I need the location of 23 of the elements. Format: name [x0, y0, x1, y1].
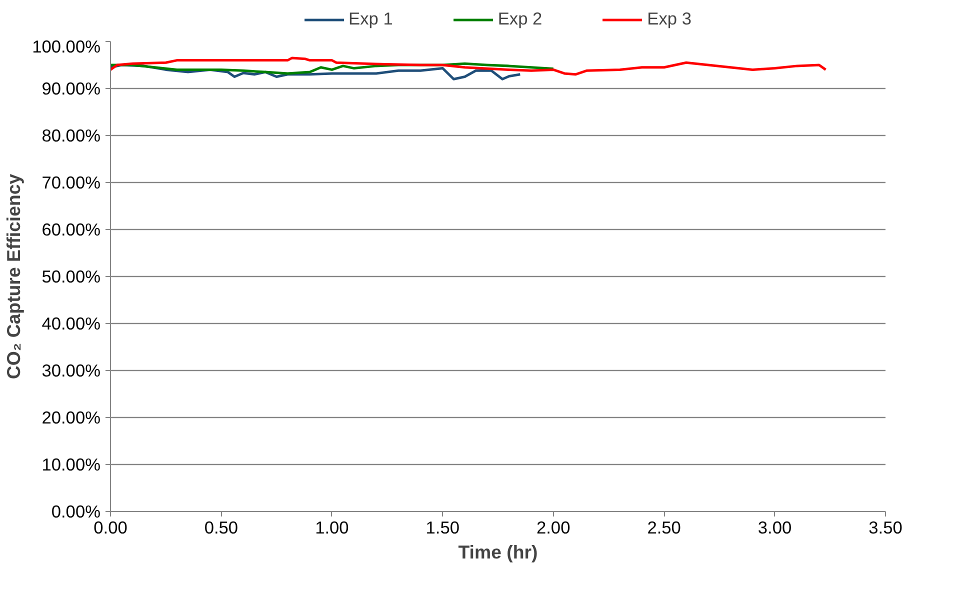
x-axis-title: Time (hr): [458, 542, 538, 562]
y-tick-label: 70.00%: [42, 172, 101, 192]
legend-label: Exp 2: [498, 8, 542, 30]
y-tick-label: 30.00%: [42, 360, 101, 380]
y-tick-label: 50.00%: [42, 266, 101, 286]
line-series: [110, 56, 827, 76]
x-tick-label: 1.50: [426, 518, 460, 538]
x-tick-label: 0.50: [204, 518, 238, 538]
y-tick-label: 80.00%: [42, 126, 101, 146]
x-tick-label: 2.00: [536, 518, 570, 538]
y-tick-label: 40.00%: [42, 314, 101, 334]
y-tick-label: 60.00%: [42, 220, 101, 240]
y-tick-label: 100.00%: [32, 36, 101, 56]
y-tick-label: 20.00%: [42, 408, 101, 428]
y-tick-label: 10.00%: [42, 454, 101, 474]
legend-label: Exp 3: [647, 8, 692, 30]
x-tick-label: 3.00: [758, 518, 792, 538]
x-tick-label: 1.00: [315, 518, 349, 538]
legend-label: Exp 1: [348, 8, 393, 30]
x-tick-label: 2.50: [647, 518, 681, 538]
y-tick-label: 90.00%: [42, 78, 101, 98]
x-tick-label: 3.50: [868, 518, 902, 538]
y-axis-title: CO₂ Capture Efficiency: [3, 173, 24, 380]
